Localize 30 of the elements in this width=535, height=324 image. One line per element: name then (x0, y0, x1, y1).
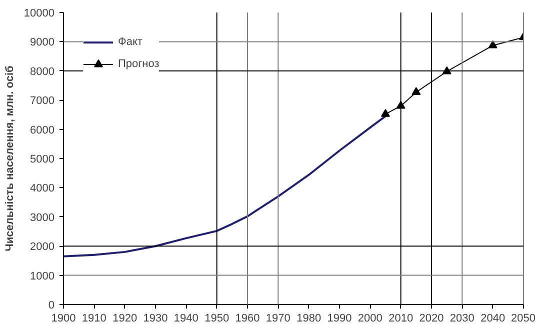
x-tick-label: 2040 (480, 312, 506, 324)
x-tick-label: 1910 (82, 312, 106, 324)
x-tick-label: 1990 (327, 312, 352, 324)
x-tick-label: 1920 (112, 312, 138, 324)
x-tick-label: 1940 (174, 312, 198, 324)
x-tick-label: 2020 (419, 312, 444, 324)
y-tick-label: 1000 (30, 270, 55, 282)
x-tick-label: 1930 (143, 312, 168, 324)
y-tick-label: 9000 (30, 36, 55, 49)
x-tick-label: 2030 (450, 312, 474, 324)
x-tick-label: 1950 (204, 312, 230, 324)
x-tick-label: 1900 (51, 312, 76, 324)
x-tick-label: 1960 (235, 312, 260, 324)
y-tick-label: 5000 (30, 154, 55, 166)
y-tick-label: 6000 (30, 124, 55, 136)
x-tick-label: 1980 (296, 312, 322, 324)
y-axis-title: Чисельність населення, млн. осіб (4, 65, 16, 252)
y-tick-label: 8000 (30, 66, 55, 78)
x-tick-label: 2010 (388, 312, 414, 324)
legend-label: Прогноз (118, 58, 160, 70)
y-tick-label: 3000 (30, 212, 55, 224)
y-tick-label: 10000 (24, 8, 55, 20)
y-tick-label: 7000 (30, 95, 55, 108)
legend-label: Факт (118, 36, 142, 48)
x-tick-label: 1970 (266, 312, 290, 324)
x-tick-label: 2000 (358, 312, 382, 324)
x-tick-label: 2050 (511, 312, 535, 324)
y-tick-label: 2000 (30, 241, 55, 254)
y-tick-label: 4000 (30, 182, 55, 195)
y-tick-label: 0 (48, 300, 55, 312)
